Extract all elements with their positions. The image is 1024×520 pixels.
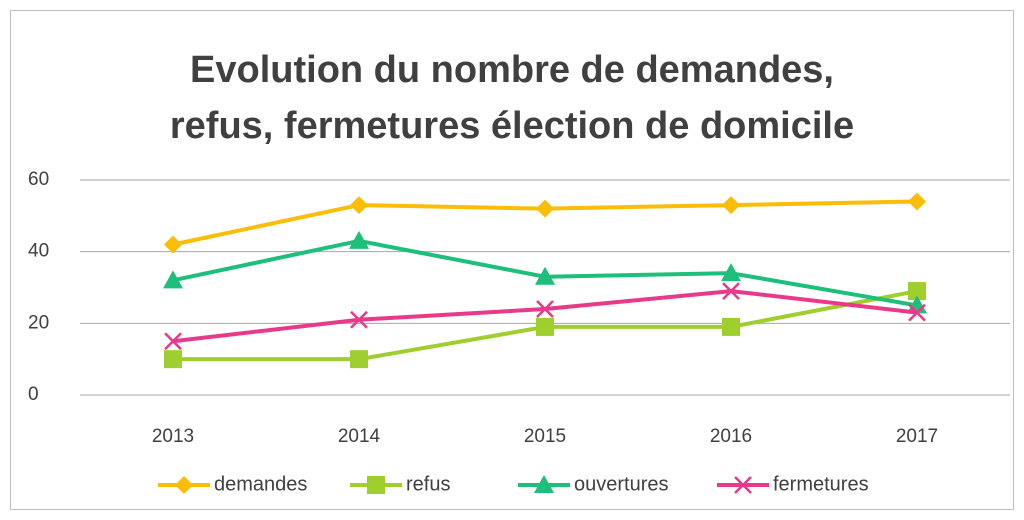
data-point [163,270,183,289]
x-tick-label: 2016 [710,426,752,447]
legend-label: refus [406,473,450,495]
y-tick-label: 40 [28,241,49,262]
y-tick-label: 0 [28,384,39,405]
legend-marker [734,476,752,494]
data-point [722,282,740,300]
legend-label: fermetures [773,473,869,495]
data-point [722,196,740,215]
data-point [536,300,554,318]
data-point [164,332,182,351]
x-tick-label: 2014 [338,426,381,447]
y-tick-label: 20 [28,312,49,333]
data-point [164,350,182,369]
x-tick-label: 2017 [896,426,938,447]
legend-marker [367,476,385,494]
data-point [350,196,368,215]
y-tick-label: 60 [28,169,49,190]
legend-label: demandes [214,473,307,495]
data-point [908,282,926,301]
data-point [908,192,926,211]
legend-marker [534,475,554,493]
data-point [536,199,554,218]
data-point [535,266,555,285]
legend-marker [175,476,193,494]
data-point [536,317,554,336]
legend-label: ouvertures [574,473,669,495]
data-point [164,235,182,254]
data-point [721,263,741,282]
chart-title: refus, fermetures élection de domicile [170,105,854,147]
chart-frame [10,10,1014,510]
data-point [349,230,369,249]
data-point [350,350,368,369]
data-point [350,310,368,329]
x-tick-label: 2013 [152,426,194,447]
data-point [908,303,926,322]
data-point [722,317,740,336]
x-tick-label: 2015 [524,426,566,447]
chart-title: Evolution du nombre de demandes, [190,49,834,91]
